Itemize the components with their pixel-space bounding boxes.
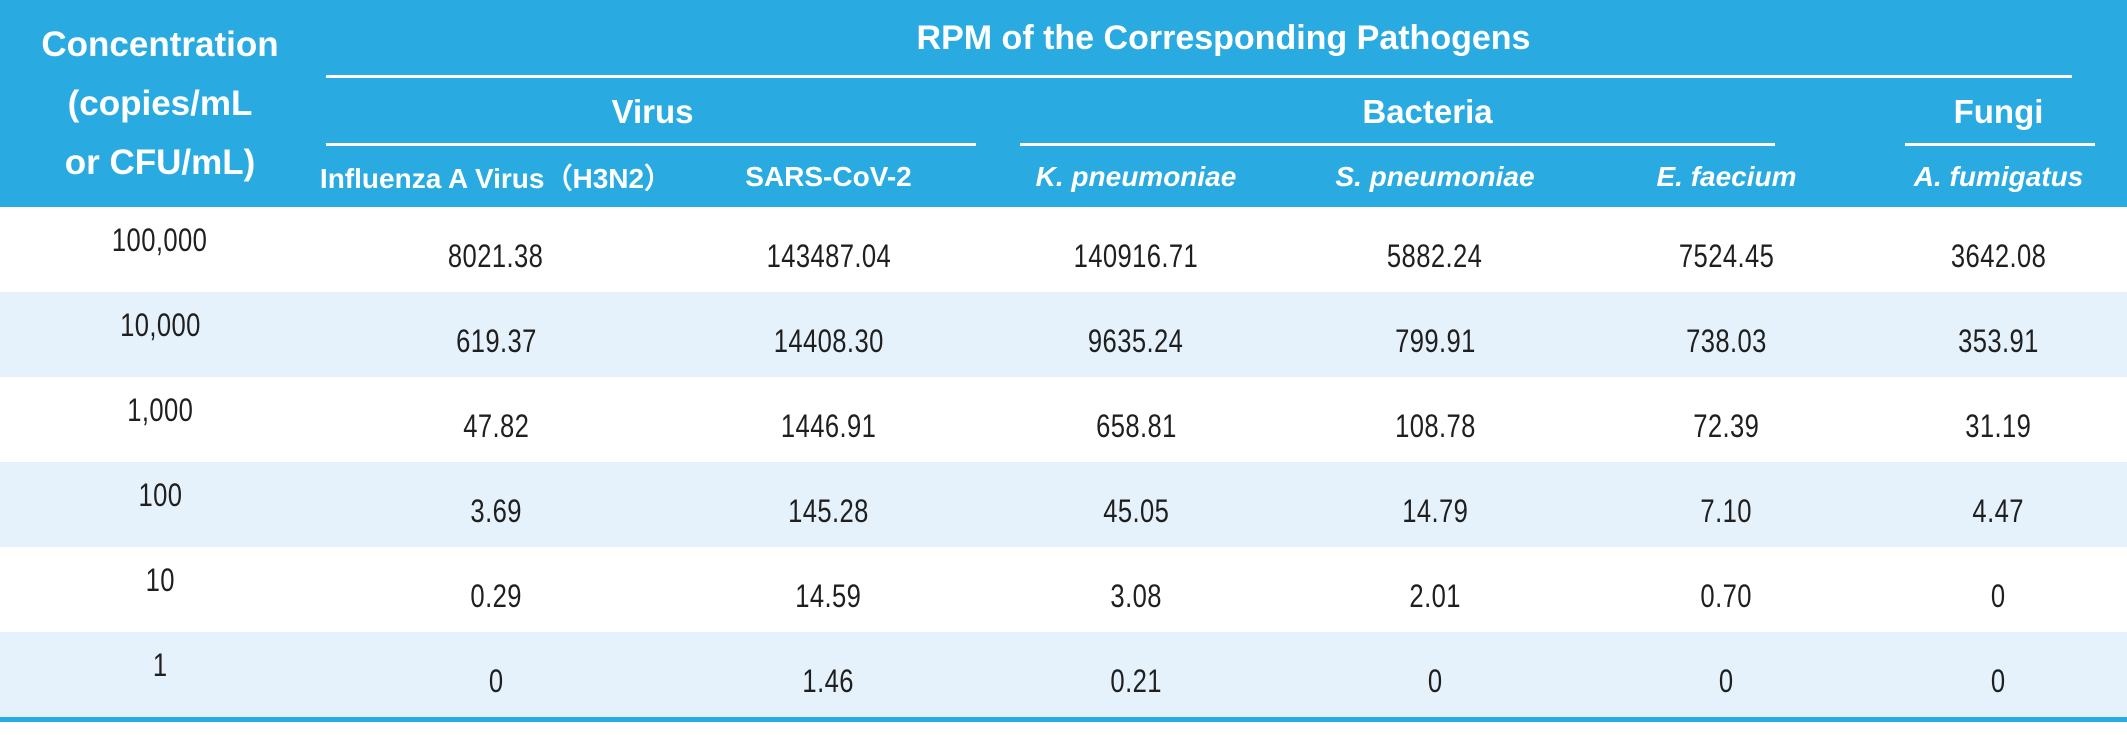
rpm-cell: 145.28 (788, 493, 869, 529)
rpm-cell: 14.79 (1401, 493, 1469, 529)
rpm-cell: 4.47 (1972, 493, 2025, 529)
column-header-k-pneumoniae: K. pneumoniae (1035, 160, 1237, 192)
rpm-cell: 0 (1991, 578, 2006, 614)
group-header-virus: Virus (611, 93, 694, 130)
rpm-cell: 72.39 (1693, 408, 1760, 444)
rpm-cell: 7524.45 (1678, 238, 1775, 274)
concentration-cell: 1 (152, 647, 168, 683)
table-title: RPM of the Corresponding Pathogens (916, 18, 1531, 57)
table-header: Concentration (copies/mL or CFU/mL) RPM … (0, 0, 2127, 207)
concentration-cell: 100 (138, 477, 182, 513)
rpm-cell: 799.91 (1394, 323, 1476, 359)
table-row-100000: 100,000 8021.38 143487.04 140916.71 5882… (0, 207, 2127, 292)
rpm-cell: 3.69 (470, 493, 522, 529)
rpm-cell: 9635.24 (1088, 323, 1184, 359)
rpm-cell: 1446.91 (780, 408, 877, 444)
table-body: 100,000 8021.38 143487.04 140916.71 5882… (0, 207, 2127, 717)
rpm-cell: 0 (488, 663, 504, 699)
rpm-cell: 0 (1427, 663, 1443, 699)
rpm-cell: 14408.30 (773, 323, 884, 359)
table-row-1: 1 0 1.46 0.21 0 0 0 (0, 632, 2127, 717)
rpm-cell: 658.81 (1095, 408, 1177, 444)
rpm-cell: 8021.38 (448, 238, 544, 274)
table-row-10: 10 0.29 14.59 3.08 2.01 0.70 0 (0, 547, 2127, 632)
rpm-cell: 0 (1991, 663, 2006, 699)
concentration-cell: 1,000 (126, 392, 194, 428)
rpm-cell: 0.70 (1700, 578, 1753, 614)
rpm-cell: 45.05 (1102, 493, 1170, 529)
column-header-a-fumigatus: A. fumigatus (1913, 160, 2084, 192)
rpm-cell: 5882.24 (1387, 238, 1483, 274)
concentration-cell: 10,000 (119, 307, 201, 343)
group-header-bacteria: Bacteria (1362, 93, 1493, 130)
table-bottom-border (0, 717, 2127, 722)
rpm-cell: 47.82 (462, 408, 530, 444)
rpm-cell: 2.01 (1409, 578, 1461, 614)
table-row-100: 100 3.69 145.28 45.05 14.79 7.10 4.47 (0, 462, 2127, 547)
rpm-cell: 619.37 (455, 323, 537, 359)
rpm-cell: 140916.71 (1073, 238, 1199, 274)
rpm-cell: 7.10 (1700, 493, 1753, 529)
group-header-fungi: Fungi (1953, 93, 2044, 130)
rpm-cell: 0.21 (1110, 663, 1162, 699)
rpm-cell: 353.91 (1958, 323, 2039, 359)
table-row-1000: 1,000 47.82 1446.91 658.81 108.78 72.39 … (0, 377, 2127, 462)
rpm-cell: 108.78 (1394, 408, 1476, 444)
rpm-cell: 0 (1719, 663, 1734, 699)
title-divider-line (326, 75, 2072, 78)
rpm-cell: 0.29 (470, 578, 522, 614)
table-row-10000: 10,000 619.37 14408.30 9635.24 799.91 73… (0, 292, 2127, 377)
rpm-cell: 3642.08 (1950, 238, 2047, 274)
column-header-sars-cov-2: SARS-CoV-2 (745, 160, 912, 192)
rpm-cell: 738.03 (1686, 323, 1767, 359)
bacteria-underline (1020, 143, 1775, 146)
fungi-underline (1905, 143, 2095, 146)
column-header-e-faecium: E. faecium (1656, 160, 1797, 192)
column-header-influenza-a-virus-h3n2: Influenza A Virus（H3N2） (319, 162, 673, 194)
rpm-cell: 1.46 (802, 663, 855, 699)
rpm-cell: 31.19 (1965, 408, 2032, 444)
concentration-header-line1: Concentration (41, 25, 279, 64)
concentration-column-header: Concentration (copies/mL or CFU/mL) (0, 0, 320, 207)
concentration-header-line2: (copies/mL (67, 84, 253, 123)
rpm-cell: 143487.04 (766, 238, 891, 274)
column-header-s-pneumoniae: S. pneumoniae (1335, 160, 1535, 192)
virus-underline (326, 143, 976, 146)
concentration-cell: 10 (145, 562, 175, 598)
concentration-header-line3: or CFU/mL) (64, 143, 256, 182)
rpm-cell: 3.08 (1110, 578, 1162, 614)
concentration-cell: 100,000 (112, 222, 208, 258)
rpm-cell: 14.59 (795, 578, 862, 614)
